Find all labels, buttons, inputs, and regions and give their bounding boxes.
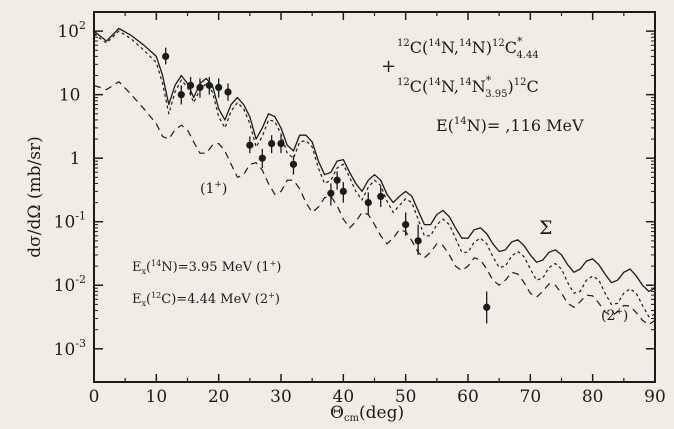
x-tick-labels: 0 10 20 30 40 50 60 70 80 90	[89, 387, 666, 407]
x-tick-label: 80	[582, 387, 604, 407]
y-tick-label: 10-3	[54, 337, 86, 360]
x-tick-label: 30	[270, 387, 292, 407]
data-point	[196, 83, 204, 92]
y-axis-label: dσ/dΩ (mb/sr)	[25, 136, 45, 257]
data-point	[289, 160, 298, 168]
data-point	[364, 198, 372, 207]
data-point	[177, 91, 185, 99]
data-point	[333, 176, 341, 184]
curve-label-sigma: Σ	[539, 217, 552, 239]
data-point	[327, 189, 335, 197]
data-point	[215, 83, 223, 92]
data-point	[246, 141, 254, 149]
y-tick-label: 1	[70, 149, 86, 169]
x-tick-label: 70	[520, 387, 542, 407]
data-point	[277, 139, 285, 148]
x-axis-label: Θcm(deg)	[330, 403, 404, 424]
data-point	[162, 52, 170, 61]
y-tick-label: 10	[59, 86, 86, 106]
y-tick-label: 10-1	[54, 210, 86, 233]
data-point	[268, 139, 276, 148]
data-point	[187, 81, 195, 89]
x-tick-label: 60	[457, 387, 479, 407]
excitation-label-2: Ex(12C)=4.44 MeV (2+)	[132, 291, 280, 308]
y-tick-label: 102	[57, 19, 86, 42]
x-tick-label: 40	[333, 387, 355, 407]
x-tick-label: 20	[208, 387, 230, 407]
curve-label-2plus: (2+)	[601, 307, 628, 324]
data-point	[205, 81, 213, 89]
excitation-label-1: Ex(14N)=3.95 MeV (1+)	[132, 259, 281, 276]
x-tick-label: 90	[644, 387, 666, 407]
series-curves	[93, 27, 656, 326]
series-line-dashed	[93, 81, 656, 326]
x-tick-label: 50	[395, 387, 417, 407]
plus-marker: +	[381, 56, 396, 77]
data-point	[414, 237, 422, 245]
data-point	[483, 303, 491, 311]
series-line-solid	[93, 27, 656, 293]
data-point	[402, 221, 410, 229]
data-points	[162, 47, 491, 324]
reaction-label-2: 12C(14N,14N* 3.95)12C	[397, 74, 539, 100]
axis-ticks	[93, 11, 656, 382]
data-point	[258, 154, 266, 162]
y-tick-labels: 102 10 1 10-1 10-2 10-3	[54, 19, 86, 360]
reaction-label-1: 12C(14N,14N)12C* 4.44	[397, 35, 539, 61]
x-tick-label: 0	[89, 387, 100, 407]
data-point	[224, 88, 232, 96]
data-point	[377, 192, 385, 201]
data-point	[339, 187, 347, 196]
curve-label-1plus: (1+)	[200, 180, 227, 197]
x-tick-label: 10	[146, 387, 168, 407]
beam-energy-label: E(14N)= ,116 MeV	[436, 116, 584, 135]
y-tick-label: 10-2	[54, 273, 86, 296]
series-line-dotted	[93, 30, 656, 318]
